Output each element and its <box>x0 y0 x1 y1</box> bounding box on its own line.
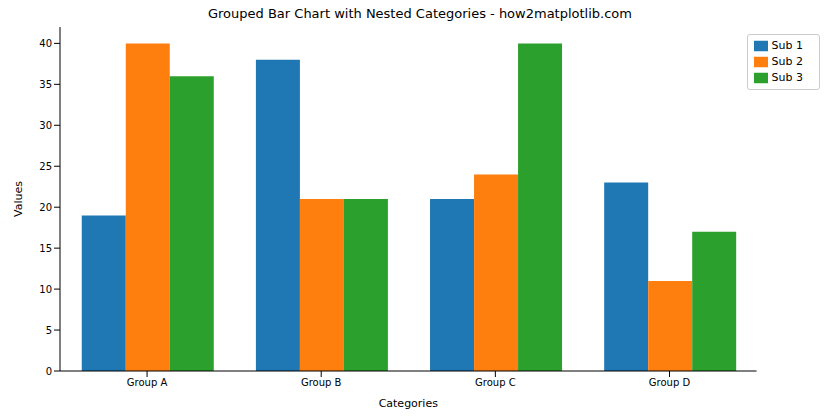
svg-text:Group D: Group D <box>649 377 691 388</box>
html-text:Sub 3: Sub 3 <box>771 71 803 84</box>
svg-text:15: 15 <box>39 243 52 254</box>
svg-text:Group C: Group C <box>475 377 516 388</box>
svg-text:5: 5 <box>46 325 52 336</box>
svg-text:0: 0 <box>46 366 52 377</box>
html-text:Sub 2: Sub 2 <box>771 55 803 68</box>
svg-text:35: 35 <box>39 79 52 90</box>
svg-text:40: 40 <box>39 38 52 49</box>
svg-text:Values: Values <box>12 181 25 217</box>
svg-text:Group B: Group B <box>301 377 342 388</box>
svg-text:Group A: Group A <box>127 377 168 388</box>
svg-text:10: 10 <box>39 284 52 295</box>
html-text:Sub 1: Sub 1 <box>771 39 803 52</box>
svg-text:20: 20 <box>39 202 52 213</box>
svg-text:Categories: Categories <box>379 397 439 410</box>
svg-text:30: 30 <box>39 120 52 131</box>
html-text:Grouped Bar Chart with Nested: Grouped Bar Chart with Nested Categories… <box>208 6 632 21</box>
svg-text:25: 25 <box>39 161 52 172</box>
